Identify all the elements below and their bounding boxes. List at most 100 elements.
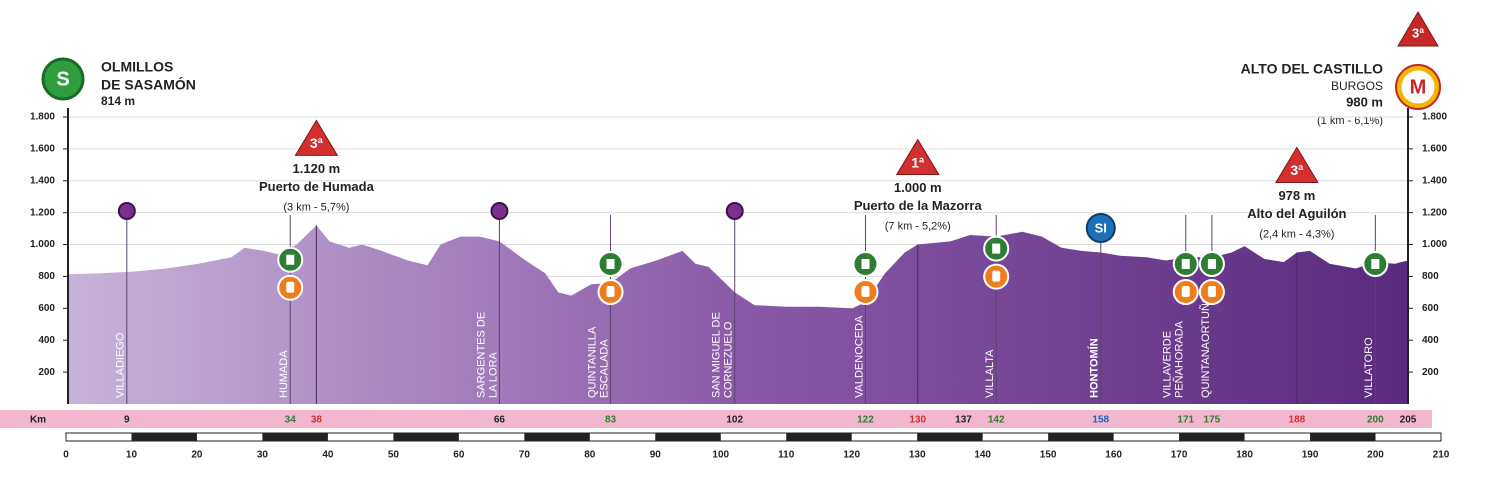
km-mark: 205 [1400, 415, 1417, 426]
climb-name: Puerto de la Mazorra [854, 198, 983, 213]
scale-tick-label: 100 [712, 450, 729, 461]
scale-segment [1179, 433, 1245, 441]
y-tick-label: 600 [1422, 303, 1439, 314]
feed-icon [286, 281, 295, 293]
km-mark: 137 [955, 415, 972, 426]
y-tick-label: 200 [38, 367, 55, 378]
climb-badge [895, 138, 940, 176]
scale-segment [917, 433, 983, 441]
scale-tick-label: 30 [257, 450, 269, 461]
scale-tick-label: 160 [1105, 450, 1122, 461]
scale-tick-label: 210 [1433, 450, 1450, 461]
scale-tick-label: 70 [519, 450, 531, 461]
scale-tick-label: 60 [453, 450, 465, 461]
scale-tick-label: 120 [843, 450, 860, 461]
scale-segment [786, 433, 852, 441]
waste-icon [861, 259, 870, 269]
feed-icon [606, 286, 615, 297]
finish-name: ALTO DEL CASTILLO [1241, 61, 1383, 77]
scale-segment [262, 433, 328, 441]
y-tick-label: 800 [1422, 271, 1439, 282]
scale-segment [655, 433, 721, 441]
sprint-badge: SI [1095, 220, 1107, 235]
climb-altitude: 978 m [1278, 188, 1315, 203]
km-mark: 142 [988, 415, 1005, 426]
y-tick-label: 1.600 [30, 144, 55, 155]
scale-tick-label: 20 [191, 450, 203, 461]
climb-name: Alto del Aguilón [1247, 206, 1346, 221]
finish-badge-circle [1396, 65, 1440, 109]
waste-icon [1181, 259, 1190, 269]
feed-icon [1181, 286, 1190, 297]
climb-badge [294, 119, 339, 156]
climb-category: 1ª [911, 154, 925, 170]
scale-segment [1310, 433, 1376, 441]
finish-city: BURGOS [1331, 79, 1383, 93]
y-tick-label: 400 [1422, 335, 1439, 346]
y-tick-label: 1.200 [30, 207, 55, 218]
scale-tick-label: 150 [1040, 450, 1057, 461]
y-tick-label: 1.000 [1422, 239, 1447, 250]
finish-category: 3ª [1412, 25, 1424, 40]
km-mark: 102 [726, 415, 743, 426]
place-name: VILLATORO [1363, 337, 1375, 398]
place-name: CORNEZUELO [723, 321, 735, 398]
climb-detail: (2,4 km - 4,3%) [1259, 228, 1334, 240]
waste-icon [992, 243, 1001, 254]
place-name: HONTOMÍN [1088, 338, 1101, 398]
pin [725, 202, 744, 220]
place-name: ESCALADA [598, 339, 610, 398]
start-name: OLMILLOS [101, 59, 173, 75]
place-name: VALDENOCEDA [853, 315, 865, 398]
km-mark: 9 [124, 415, 130, 426]
km-mark: 34 [285, 415, 297, 426]
finish-category-badge [1397, 11, 1439, 47]
km-bar [0, 410, 1432, 428]
place-name: QUINTANILLA [586, 326, 598, 398]
start-badge: S [56, 68, 69, 90]
feed-icon [1207, 286, 1216, 297]
km-mark: 130 [909, 415, 926, 426]
climb-name: Puerto de Humada [259, 179, 375, 194]
y-tick-label: 1.200 [1422, 207, 1447, 218]
feed-icon [861, 286, 870, 297]
climb-detail: (3 km - 5,7%) [283, 201, 349, 213]
km-mark: 158 [1092, 415, 1109, 426]
y-tick-label: 600 [38, 303, 55, 314]
climb-altitude: 1.000 m [894, 180, 942, 195]
climb-detail: (7 km - 5,2%) [885, 220, 951, 232]
sprint-badge-circle [1085, 213, 1116, 243]
y-tick-label: 1.400 [30, 175, 55, 186]
scale-segment [1048, 433, 1114, 441]
climb-badge [1274, 146, 1319, 184]
climb-altitude: 1.120 m [293, 161, 341, 176]
scale-tick-label: 140 [974, 450, 991, 461]
finish-altitude: 980 m [1346, 94, 1383, 109]
scale-tick-label: 50 [388, 450, 400, 461]
y-tick-label: 800 [38, 271, 55, 282]
climb-category: 3ª [310, 135, 324, 151]
scale-segment [131, 433, 197, 441]
km-bar-label: Km [30, 415, 46, 426]
km-mark: 38 [311, 415, 323, 426]
place-name: PEÑAHORADA [1173, 320, 1186, 398]
scale-tick-label: 0 [63, 450, 69, 461]
start-badge-circle [41, 57, 85, 101]
place-name: VILLADIEGO [115, 332, 127, 398]
waste-icon [1371, 259, 1380, 269]
waste-icon [606, 259, 615, 269]
finish-detail: (1 km - 6,1%) [1317, 115, 1383, 127]
y-tick-label: 400 [38, 335, 55, 346]
elevation-area [68, 225, 1408, 404]
scale-tick-label: 170 [1171, 450, 1188, 461]
y-tick-label: 1.600 [1422, 144, 1447, 155]
scale-segment [524, 433, 590, 441]
scale-tick-label: 110 [778, 450, 795, 461]
scale-segment [393, 433, 459, 441]
scale-tick-label: 200 [1367, 450, 1384, 461]
place-name: QUINTANAORTUÑO [1199, 294, 1212, 398]
place-name: SARGENTES DE [475, 312, 487, 398]
km-mark: 200 [1367, 415, 1384, 426]
scale-tick-label: 10 [126, 450, 138, 461]
